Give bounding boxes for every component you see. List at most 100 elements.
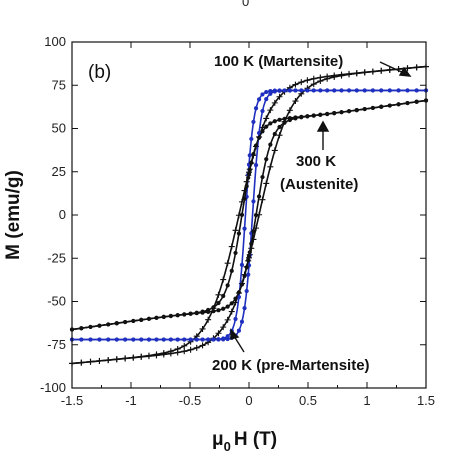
series-1-point — [211, 337, 216, 342]
series-2-point — [396, 102, 401, 107]
series-2-point — [251, 152, 256, 157]
series-1-point — [242, 226, 247, 231]
series-2-point — [246, 254, 252, 259]
series-0-point — [386, 66, 393, 73]
series-2-point — [242, 273, 247, 278]
series-0-point — [145, 352, 152, 359]
x-tick-label: -1 — [125, 393, 137, 408]
annotation-200k: 200 K (pre-Martensite) — [212, 357, 370, 374]
series-0-point — [113, 356, 120, 363]
series-2-point — [236, 290, 242, 295]
y-tick-label: 75 — [52, 77, 66, 92]
series-0-point — [205, 316, 212, 323]
series-2-branch — [71, 99, 427, 331]
x-axis-title-rest: H (T) — [234, 429, 277, 450]
series-0-point — [105, 357, 112, 364]
series-0-point — [228, 308, 235, 315]
series-1-point — [311, 88, 316, 93]
series-2-point — [244, 184, 249, 189]
series-1-point — [221, 336, 226, 341]
series-1-point — [318, 88, 323, 93]
series-0-point — [346, 70, 353, 77]
series-1-point — [260, 108, 265, 114]
series-0-point — [267, 163, 274, 170]
y-tick-label: -25 — [47, 250, 66, 265]
series-2-branch — [71, 99, 427, 331]
series-0-point — [153, 351, 160, 358]
series-0-point — [224, 316, 231, 323]
series-1-point — [233, 316, 238, 322]
series-0-point — [220, 324, 227, 331]
series-0-point — [167, 348, 174, 355]
series-2-point — [332, 111, 337, 116]
series-1-point — [370, 88, 375, 93]
series-2-point — [88, 324, 93, 330]
x-tick-label: 0 — [245, 393, 252, 408]
series-2-point — [123, 319, 128, 325]
series-1-point — [249, 136, 254, 142]
series-1-point — [114, 337, 119, 342]
top-fragment: 0 — [242, 0, 249, 9]
series-0-point — [369, 68, 376, 75]
series-0-point — [215, 330, 222, 337]
series-2-point — [200, 309, 205, 314]
series-0-point — [130, 354, 137, 361]
series-2-point — [387, 103, 392, 108]
series-2-point — [253, 213, 259, 218]
series-2-point — [339, 110, 344, 115]
x-tick-label: -0.5 — [179, 393, 201, 408]
series-1-branch — [72, 89, 426, 341]
series-2-point — [249, 160, 254, 165]
series-2-point — [293, 115, 298, 120]
series-2-point — [325, 111, 330, 117]
series-0-point — [224, 260, 231, 267]
series-0-point — [96, 357, 103, 364]
series-0-point — [353, 70, 360, 77]
series-2-point — [216, 300, 221, 306]
series-1-point — [264, 89, 269, 95]
series-0-point — [263, 115, 270, 122]
series-2-point — [154, 315, 159, 320]
series-1-point — [339, 88, 344, 93]
x-axis-title: μ0 H (T) — [212, 429, 277, 454]
x-tick-label: 1.5 — [417, 393, 435, 408]
series-2-point — [97, 323, 102, 328]
series-1-point — [379, 88, 384, 93]
arrow-200k-head — [230, 328, 240, 340]
series-1-point — [414, 88, 419, 93]
series-2-point — [277, 124, 282, 130]
series-2-point — [268, 142, 273, 147]
series-2-point — [272, 119, 277, 124]
arrow-200k — [233, 335, 245, 353]
series-0-point — [174, 345, 181, 352]
series-2-point — [305, 114, 310, 119]
series-0-point — [292, 81, 299, 88]
series-2-point — [211, 305, 216, 310]
series-1-point — [272, 88, 277, 93]
series-0-point — [404, 65, 411, 72]
x-axis-title-mu: μ — [212, 429, 224, 450]
series-0-point — [138, 353, 145, 360]
series-1-point — [354, 88, 359, 93]
series-0-point — [181, 348, 188, 355]
series-1-point — [396, 88, 401, 93]
series-2-point — [244, 265, 249, 270]
series-1-point — [188, 337, 193, 342]
series-1-point — [246, 272, 251, 277]
series-2-point — [370, 105, 375, 111]
series-2-point — [379, 104, 384, 109]
series-2-point — [251, 229, 256, 234]
series-2-point — [114, 321, 119, 326]
y-axis: -100 -75 -50 -25 0 25 50 75 100 — [40, 34, 426, 395]
series-2-point — [264, 157, 269, 162]
series-0-point — [187, 346, 194, 353]
series-2-point — [221, 306, 226, 311]
series-2-point — [239, 282, 245, 287]
series-0-point — [324, 73, 331, 80]
series-1-point — [287, 88, 292, 93]
series-1-point — [256, 97, 262, 102]
y-tick-label: 0 — [59, 207, 66, 222]
series-0-point — [232, 227, 239, 234]
series-1-point — [405, 88, 410, 93]
